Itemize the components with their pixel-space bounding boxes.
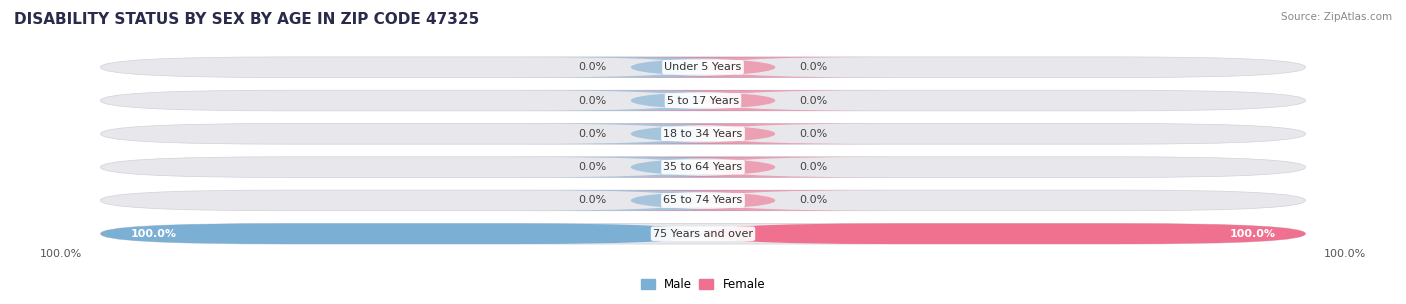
FancyBboxPatch shape [100,90,1306,111]
Text: 0.0%: 0.0% [578,62,606,72]
Text: 100.0%: 100.0% [1229,229,1275,239]
Text: 5 to 17 Years: 5 to 17 Years [666,95,740,105]
FancyBboxPatch shape [516,190,817,211]
FancyBboxPatch shape [589,190,890,211]
FancyBboxPatch shape [516,90,817,111]
FancyBboxPatch shape [516,157,817,178]
Text: 0.0%: 0.0% [800,62,828,72]
FancyBboxPatch shape [516,123,817,144]
FancyBboxPatch shape [516,57,817,78]
FancyBboxPatch shape [589,157,890,178]
Text: Source: ZipAtlas.com: Source: ZipAtlas.com [1281,12,1392,22]
FancyBboxPatch shape [100,57,1306,78]
FancyBboxPatch shape [703,223,1306,244]
Text: Under 5 Years: Under 5 Years [665,62,741,72]
FancyBboxPatch shape [589,90,890,111]
FancyBboxPatch shape [100,223,1306,244]
Text: 0.0%: 0.0% [578,195,606,206]
Text: 0.0%: 0.0% [800,95,828,105]
FancyBboxPatch shape [100,223,703,244]
Text: 100.0%: 100.0% [1323,249,1365,259]
FancyBboxPatch shape [100,123,1306,144]
Text: 65 to 74 Years: 65 to 74 Years [664,195,742,206]
Text: 0.0%: 0.0% [578,129,606,139]
Text: 0.0%: 0.0% [800,129,828,139]
Text: 0.0%: 0.0% [578,162,606,172]
Text: 18 to 34 Years: 18 to 34 Years [664,129,742,139]
FancyBboxPatch shape [100,157,1306,178]
FancyBboxPatch shape [589,123,890,144]
FancyBboxPatch shape [100,190,1306,211]
Text: 0.0%: 0.0% [800,195,828,206]
Text: DISABILITY STATUS BY SEX BY AGE IN ZIP CODE 47325: DISABILITY STATUS BY SEX BY AGE IN ZIP C… [14,12,479,27]
Text: 100.0%: 100.0% [41,249,83,259]
Text: 35 to 64 Years: 35 to 64 Years [664,162,742,172]
Text: 0.0%: 0.0% [578,95,606,105]
Text: 0.0%: 0.0% [800,162,828,172]
FancyBboxPatch shape [589,57,890,78]
Text: 100.0%: 100.0% [131,229,177,239]
Legend: Male, Female: Male, Female [636,273,770,295]
Text: 75 Years and over: 75 Years and over [652,229,754,239]
